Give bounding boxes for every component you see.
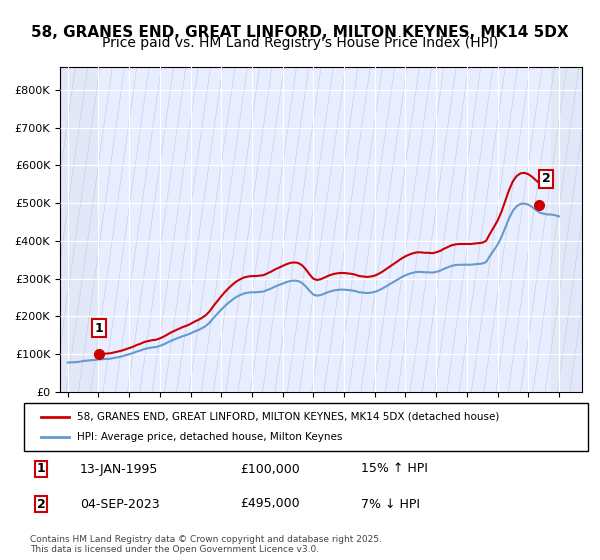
Text: 1: 1 bbox=[37, 463, 46, 475]
Text: 2: 2 bbox=[542, 172, 550, 185]
Text: 13-JAN-1995: 13-JAN-1995 bbox=[80, 463, 158, 475]
Text: £495,000: £495,000 bbox=[240, 497, 299, 511]
Text: 04-SEP-2023: 04-SEP-2023 bbox=[80, 497, 160, 511]
Text: 58, GRANES END, GREAT LINFORD, MILTON KEYNES, MK14 5DX (detached house): 58, GRANES END, GREAT LINFORD, MILTON KE… bbox=[77, 412, 499, 422]
Text: 1: 1 bbox=[94, 321, 103, 334]
Text: £100,000: £100,000 bbox=[240, 463, 299, 475]
Text: Price paid vs. HM Land Registry's House Price Index (HPI): Price paid vs. HM Land Registry's House … bbox=[102, 36, 498, 50]
Text: Contains HM Land Registry data © Crown copyright and database right 2025.
This d: Contains HM Land Registry data © Crown c… bbox=[30, 535, 382, 554]
Text: HPI: Average price, detached house, Milton Keynes: HPI: Average price, detached house, Milt… bbox=[77, 432, 342, 442]
Text: 15% ↑ HPI: 15% ↑ HPI bbox=[361, 463, 428, 475]
FancyBboxPatch shape bbox=[25, 403, 587, 451]
Text: 7% ↓ HPI: 7% ↓ HPI bbox=[361, 497, 420, 511]
Text: 2: 2 bbox=[37, 497, 46, 511]
Text: 58, GRANES END, GREAT LINFORD, MILTON KEYNES, MK14 5DX: 58, GRANES END, GREAT LINFORD, MILTON KE… bbox=[31, 25, 569, 40]
